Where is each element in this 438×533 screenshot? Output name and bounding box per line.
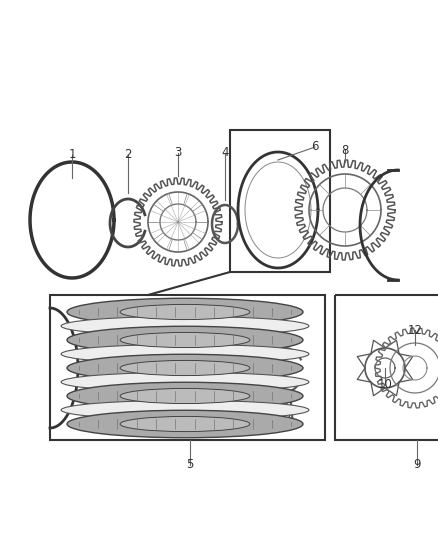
- Ellipse shape: [67, 354, 303, 382]
- Text: 2: 2: [124, 149, 132, 161]
- Ellipse shape: [120, 333, 250, 348]
- Text: 5: 5: [186, 458, 194, 472]
- Ellipse shape: [120, 360, 250, 376]
- Ellipse shape: [61, 317, 309, 336]
- Text: 8: 8: [341, 143, 349, 157]
- Text: 10: 10: [378, 378, 392, 392]
- Text: 7: 7: [286, 408, 294, 422]
- Ellipse shape: [67, 326, 303, 354]
- Ellipse shape: [120, 416, 250, 432]
- Bar: [230, 130, 330, 272]
- Ellipse shape: [61, 400, 309, 419]
- Ellipse shape: [67, 410, 303, 438]
- Ellipse shape: [61, 373, 309, 392]
- Ellipse shape: [120, 304, 250, 320]
- Ellipse shape: [61, 344, 309, 364]
- Text: 1: 1: [68, 149, 76, 161]
- Ellipse shape: [67, 382, 303, 410]
- Bar: [335, 295, 438, 440]
- Text: 4: 4: [221, 147, 229, 159]
- Ellipse shape: [67, 298, 303, 326]
- Text: 12: 12: [407, 324, 423, 336]
- Text: 9: 9: [413, 458, 421, 472]
- Bar: [50, 295, 325, 440]
- Ellipse shape: [120, 389, 250, 403]
- Text: 6: 6: [311, 141, 319, 154]
- Text: 3: 3: [174, 147, 182, 159]
